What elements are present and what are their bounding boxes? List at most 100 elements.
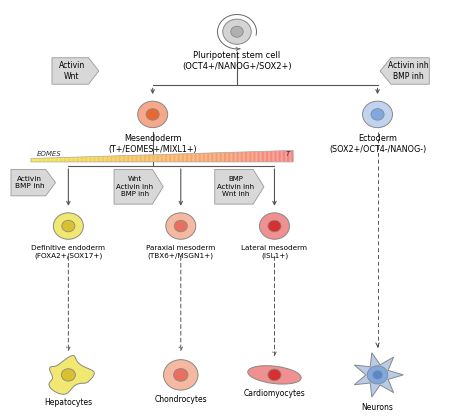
Polygon shape: [133, 155, 135, 162]
Polygon shape: [246, 152, 247, 162]
Polygon shape: [40, 158, 41, 162]
Polygon shape: [73, 157, 74, 162]
Polygon shape: [161, 155, 162, 162]
Polygon shape: [153, 155, 154, 162]
Polygon shape: [82, 157, 83, 162]
Polygon shape: [239, 152, 241, 162]
Text: Mesendoderm
(T+/EOMES+/MIXL1+): Mesendoderm (T+/EOMES+/MIXL1+): [109, 134, 197, 154]
Polygon shape: [220, 153, 221, 162]
Polygon shape: [32, 158, 34, 162]
Polygon shape: [155, 155, 157, 162]
Polygon shape: [34, 158, 35, 162]
Polygon shape: [162, 154, 164, 162]
Polygon shape: [99, 156, 100, 162]
Text: Chondrocytes: Chondrocytes: [155, 396, 207, 404]
Polygon shape: [219, 153, 220, 162]
Polygon shape: [169, 154, 170, 162]
Polygon shape: [201, 153, 203, 162]
Circle shape: [268, 369, 281, 381]
Polygon shape: [46, 158, 48, 162]
Polygon shape: [114, 169, 163, 204]
Polygon shape: [137, 155, 138, 162]
Polygon shape: [85, 157, 86, 162]
Polygon shape: [275, 151, 276, 162]
Polygon shape: [129, 155, 130, 162]
Polygon shape: [292, 150, 293, 162]
Polygon shape: [222, 153, 224, 162]
Polygon shape: [157, 155, 158, 162]
Polygon shape: [115, 156, 116, 162]
Polygon shape: [66, 158, 68, 162]
Polygon shape: [195, 153, 196, 162]
Polygon shape: [123, 155, 124, 162]
Polygon shape: [186, 154, 187, 162]
Polygon shape: [80, 157, 81, 162]
Polygon shape: [251, 152, 253, 162]
Polygon shape: [60, 158, 61, 162]
Polygon shape: [135, 155, 136, 162]
Polygon shape: [176, 154, 178, 162]
Text: BMP
Activin inh
Wnt inh: BMP Activin inh Wnt inh: [217, 176, 254, 197]
Text: Neurons: Neurons: [362, 403, 393, 412]
Polygon shape: [44, 158, 46, 162]
Polygon shape: [74, 157, 75, 162]
Polygon shape: [279, 151, 280, 162]
Polygon shape: [174, 154, 175, 162]
Polygon shape: [49, 158, 51, 162]
Polygon shape: [89, 157, 90, 162]
Polygon shape: [65, 158, 66, 162]
Circle shape: [174, 220, 187, 232]
Polygon shape: [226, 153, 228, 162]
Polygon shape: [113, 156, 115, 162]
Circle shape: [363, 101, 392, 128]
Polygon shape: [207, 153, 208, 162]
Polygon shape: [145, 155, 146, 162]
Circle shape: [166, 213, 196, 239]
Polygon shape: [109, 156, 111, 162]
Polygon shape: [119, 156, 120, 162]
Polygon shape: [104, 156, 106, 162]
Polygon shape: [68, 157, 69, 162]
Polygon shape: [159, 155, 161, 162]
Polygon shape: [228, 153, 229, 162]
Polygon shape: [210, 153, 212, 162]
Polygon shape: [182, 154, 183, 162]
Polygon shape: [103, 156, 104, 162]
Polygon shape: [216, 153, 217, 162]
Polygon shape: [221, 153, 222, 162]
Polygon shape: [94, 156, 95, 162]
Polygon shape: [132, 155, 133, 162]
Polygon shape: [213, 153, 215, 162]
Polygon shape: [209, 153, 210, 162]
Circle shape: [62, 220, 75, 232]
Polygon shape: [217, 153, 219, 162]
Polygon shape: [138, 155, 140, 162]
Text: Paraxial mesoderm
(TBX6+/MSGN1+): Paraxial mesoderm (TBX6+/MSGN1+): [146, 245, 215, 259]
Polygon shape: [215, 153, 216, 162]
Polygon shape: [256, 152, 258, 162]
Polygon shape: [136, 155, 137, 162]
Polygon shape: [247, 152, 249, 162]
Polygon shape: [55, 158, 56, 162]
Polygon shape: [170, 154, 171, 162]
Polygon shape: [284, 150, 285, 162]
Polygon shape: [158, 155, 159, 162]
Polygon shape: [229, 153, 230, 162]
Text: Definitive endoderm
(FOXA2+/SOX17+): Definitive endoderm (FOXA2+/SOX17+): [31, 245, 105, 259]
Polygon shape: [237, 152, 238, 162]
Polygon shape: [277, 151, 279, 162]
Polygon shape: [140, 155, 141, 162]
Polygon shape: [280, 151, 282, 162]
Polygon shape: [205, 153, 207, 162]
Circle shape: [371, 109, 384, 120]
Polygon shape: [212, 153, 213, 162]
Polygon shape: [150, 155, 152, 162]
Polygon shape: [225, 153, 226, 162]
Polygon shape: [183, 154, 184, 162]
Polygon shape: [128, 155, 129, 162]
Polygon shape: [37, 158, 39, 162]
Polygon shape: [179, 154, 181, 162]
Polygon shape: [130, 155, 132, 162]
Polygon shape: [36, 158, 37, 162]
Text: EOMES: EOMES: [36, 151, 61, 158]
